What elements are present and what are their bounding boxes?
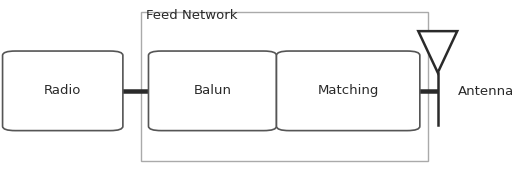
FancyBboxPatch shape: [276, 51, 420, 131]
Polygon shape: [418, 31, 457, 73]
Text: Balun: Balun: [194, 84, 231, 97]
FancyBboxPatch shape: [148, 51, 276, 131]
Text: Radio: Radio: [44, 84, 81, 97]
Text: Feed Network: Feed Network: [146, 9, 238, 22]
Text: Antenna: Antenna: [458, 85, 512, 98]
FancyBboxPatch shape: [141, 12, 428, 161]
Text: Matching: Matching: [317, 84, 379, 97]
FancyBboxPatch shape: [3, 51, 123, 131]
